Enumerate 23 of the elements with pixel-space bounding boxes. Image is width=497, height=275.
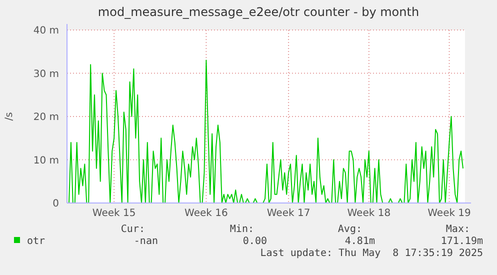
x-tick-label: Week 18 — [347, 208, 391, 219]
chart-title: mod_measure_message_e2ee/otr counter - by month — [98, 5, 420, 19]
text: Min: — [230, 224, 254, 235]
text: Cur: — [120, 224, 145, 235]
text: Avg: — [338, 224, 362, 235]
y-axis-title: /s — [4, 112, 15, 121]
line-series — [68, 60, 464, 204]
y-tick-label: 30 m — [33, 68, 59, 80]
y-tick-label: 20 m — [33, 112, 59, 123]
x-tick-label: Week 19 — [428, 208, 471, 219]
x-tick-label: Week 15 — [92, 208, 136, 219]
text: -nan — [134, 236, 158, 247]
text: Last update: Thu May 8 17:35:19 2025 — [260, 248, 483, 259]
legend-label: otr — [27, 236, 46, 247]
text: Max: — [446, 224, 470, 235]
x-tick-label: Week 16 — [184, 208, 228, 219]
text: 4.81m — [344, 236, 375, 247]
y-tick-label: 0 — [52, 198, 59, 210]
text: 171.19m — [440, 236, 483, 247]
y-tick-label: 10 m — [33, 155, 59, 166]
x-tick-label: Week 17 — [266, 208, 310, 219]
text: 0.00 — [242, 236, 267, 247]
y-tick-label: 40 m — [33, 26, 59, 36]
